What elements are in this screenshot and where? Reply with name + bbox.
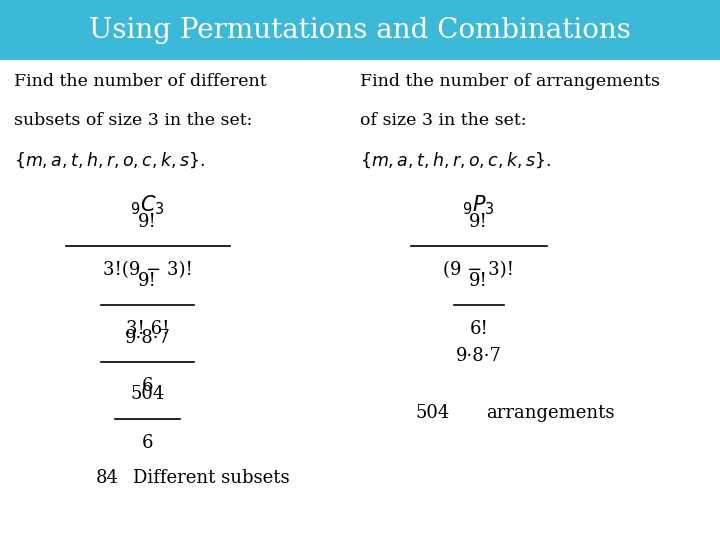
Text: 3!(9 − 3)!: 3!(9 − 3)! [103, 261, 192, 279]
Text: 3! 6!: 3! 6! [126, 320, 169, 338]
Text: 9!: 9! [469, 213, 488, 231]
Text: 504: 504 [130, 386, 165, 403]
Text: Using Permutations and Combinations: Using Permutations and Combinations [89, 17, 631, 44]
Text: (9 − 3)!: (9 − 3)! [444, 261, 514, 279]
Text: $\{m, a, t, h, r, o, c, k, s\}$.: $\{m, a, t, h, r, o, c, k, s\}$. [14, 151, 205, 170]
Text: Find the number of arrangements: Find the number of arrangements [360, 73, 660, 90]
Text: $_9C_3$: $_9C_3$ [130, 193, 165, 217]
Text: 9!: 9! [469, 272, 488, 290]
Text: of size 3 in the set:: of size 3 in the set: [360, 112, 526, 129]
Text: 84: 84 [96, 469, 119, 487]
Text: arrangements: arrangements [486, 404, 614, 422]
Text: 6: 6 [142, 434, 153, 451]
Text: $_9P_3$: $_9P_3$ [462, 193, 495, 217]
Text: subsets of size 3 in the set:: subsets of size 3 in the set: [14, 112, 253, 129]
Text: 9!: 9! [138, 272, 157, 290]
Text: 9!: 9! [138, 213, 157, 231]
Text: $\{m, a, t, h, r, o, c, k, s\}$.: $\{m, a, t, h, r, o, c, k, s\}$. [360, 151, 551, 170]
Text: 6: 6 [142, 377, 153, 395]
Text: Find the number of different: Find the number of different [14, 73, 267, 90]
Bar [0, 0, 720, 60]
Text: 6!: 6! [469, 320, 488, 338]
Text: 504: 504 [415, 404, 450, 422]
Text: 9·8·7: 9·8·7 [456, 347, 502, 366]
Text: Different subsets: Different subsets [133, 469, 290, 487]
Text: 9·8·7: 9·8·7 [125, 329, 171, 347]
